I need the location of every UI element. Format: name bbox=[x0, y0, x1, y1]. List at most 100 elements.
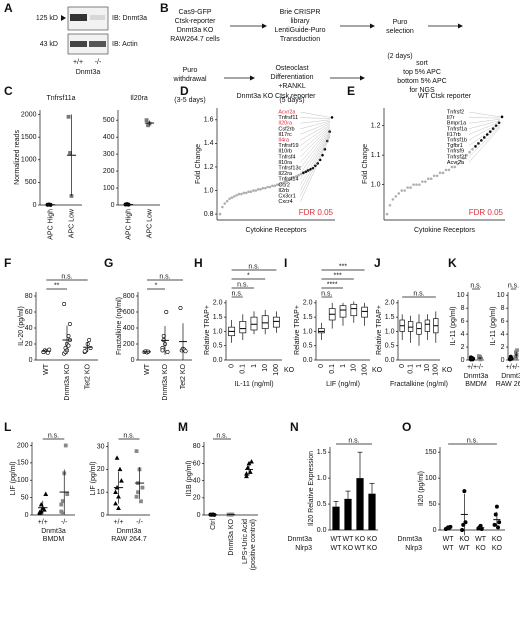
box bbox=[339, 305, 347, 318]
gene-label: Csf2rb bbox=[278, 126, 294, 132]
data-point bbox=[453, 165, 457, 169]
data-point bbox=[468, 150, 471, 154]
data-point bbox=[114, 455, 120, 460]
gene-label: Il7r bbox=[447, 115, 455, 121]
chart-title: WT Ctsk reporter bbox=[418, 93, 472, 100]
leader-line bbox=[300, 125, 331, 152]
y-axis-label: Fold Change bbox=[195, 144, 202, 184]
y-axis-label: Relative TRAP+ bbox=[204, 305, 211, 355]
data-point bbox=[119, 478, 124, 483]
genotype-label: KO bbox=[367, 545, 378, 552]
y-tick-label: 1.5 bbox=[303, 314, 313, 321]
significance-label: n.s. bbox=[123, 432, 134, 439]
x-tick-label: -/- bbox=[477, 364, 484, 371]
y-tick-label: 0 bbox=[461, 357, 465, 364]
data-point bbox=[492, 522, 497, 527]
data-point bbox=[465, 153, 468, 157]
genotype-label: WT bbox=[443, 536, 455, 543]
data-point bbox=[424, 180, 427, 183]
data-point bbox=[412, 183, 415, 186]
y-tick-label: 40 bbox=[25, 325, 33, 332]
genotype-label: KO bbox=[343, 545, 354, 552]
genotype-label: KO bbox=[476, 545, 487, 552]
step-text: withdrawal bbox=[172, 76, 207, 83]
significance-label: n.s. bbox=[237, 281, 248, 288]
data-point bbox=[254, 189, 258, 192]
panel-label: F bbox=[4, 256, 11, 270]
data-point bbox=[406, 186, 409, 189]
box bbox=[350, 303, 358, 317]
annotation: FDR 0.05 bbox=[299, 208, 334, 217]
data-point bbox=[134, 494, 139, 499]
y-tick-label: 2000 bbox=[21, 111, 37, 118]
x-tick-label: Dnmt3a KO bbox=[228, 518, 235, 555]
y-tick-label: 1.0 bbox=[385, 328, 395, 335]
leader-line bbox=[468, 121, 501, 135]
y-tick-label: 1.5 bbox=[317, 449, 327, 456]
leader-line bbox=[468, 123, 501, 146]
data-point bbox=[456, 162, 460, 166]
data-point bbox=[394, 195, 398, 198]
y-tick-label: 0 bbox=[501, 357, 505, 364]
leader-line bbox=[468, 127, 501, 163]
y-tick-label: 1.0 bbox=[317, 475, 327, 482]
step-text: Osteoclast bbox=[275, 65, 308, 72]
leader-line bbox=[300, 120, 331, 129]
gene-label: Tnfrsf1b bbox=[447, 137, 467, 143]
bar bbox=[344, 498, 352, 530]
data-point bbox=[479, 356, 484, 361]
step-text: top 5% APC bbox=[403, 69, 441, 76]
data-point bbox=[261, 186, 265, 190]
y-tick-label: 1.0 bbox=[303, 328, 313, 335]
y-tick-label: 0 bbox=[433, 527, 437, 534]
data-point bbox=[438, 171, 442, 175]
data-point bbox=[294, 175, 298, 178]
data-point bbox=[37, 509, 43, 515]
leader-line bbox=[468, 122, 501, 141]
genotype-label: KO bbox=[367, 536, 378, 543]
y-axis-label: Il20 Relative Expression bbox=[308, 451, 315, 526]
y-tick-label: 0.0 bbox=[213, 357, 223, 364]
data-point bbox=[278, 183, 281, 186]
data-point bbox=[59, 502, 64, 507]
y-tick-label: 300 bbox=[103, 151, 115, 158]
leader-line bbox=[300, 130, 331, 174]
gene-label: Tnfrsf11 bbox=[278, 115, 298, 121]
leader-line bbox=[300, 136, 331, 202]
y-tick-label: 50 bbox=[21, 494, 29, 501]
genotype-label: WT bbox=[343, 536, 355, 543]
y-tick-label: 40 bbox=[193, 477, 201, 484]
leader-line bbox=[468, 126, 501, 157]
significance-label: *** bbox=[334, 272, 342, 279]
y-tick-label: 60 bbox=[25, 309, 33, 316]
leader-line bbox=[300, 111, 331, 118]
x-tick-label: 100 bbox=[361, 364, 368, 376]
data-point bbox=[82, 349, 87, 354]
antibody: IB: Actin bbox=[112, 41, 138, 48]
leader-line bbox=[300, 126, 331, 157]
x-tick-label: 1 bbox=[416, 364, 423, 368]
significance-label: n.s. bbox=[467, 437, 478, 444]
significance-label: n.s. bbox=[159, 273, 170, 280]
gene-label: Il17rb bbox=[447, 132, 461, 138]
data-point bbox=[426, 177, 430, 181]
gene-label: Tgfbr1 bbox=[447, 143, 463, 149]
arrowhead bbox=[360, 75, 365, 81]
data-point bbox=[263, 186, 267, 190]
data-point bbox=[218, 212, 222, 216]
gene-label: Il10rb bbox=[278, 149, 292, 155]
gene-label: Il17rc bbox=[278, 132, 292, 138]
genotype-label: KO bbox=[492, 545, 503, 552]
data-point bbox=[444, 168, 448, 172]
size-marker: 43 kD bbox=[40, 41, 58, 48]
gene-label: Tnfrsf19 bbox=[278, 143, 298, 149]
step-duration: (5 days) bbox=[279, 97, 304, 104]
y-tick-label: 1.6 bbox=[204, 117, 214, 124]
data-point bbox=[421, 180, 424, 183]
y-tick-label: 500 bbox=[103, 117, 115, 124]
x-tick-label: 10 bbox=[351, 364, 358, 372]
leader-line bbox=[300, 124, 331, 146]
band bbox=[89, 41, 106, 47]
bar bbox=[356, 478, 364, 530]
y-tick-label: 100 bbox=[103, 185, 115, 192]
